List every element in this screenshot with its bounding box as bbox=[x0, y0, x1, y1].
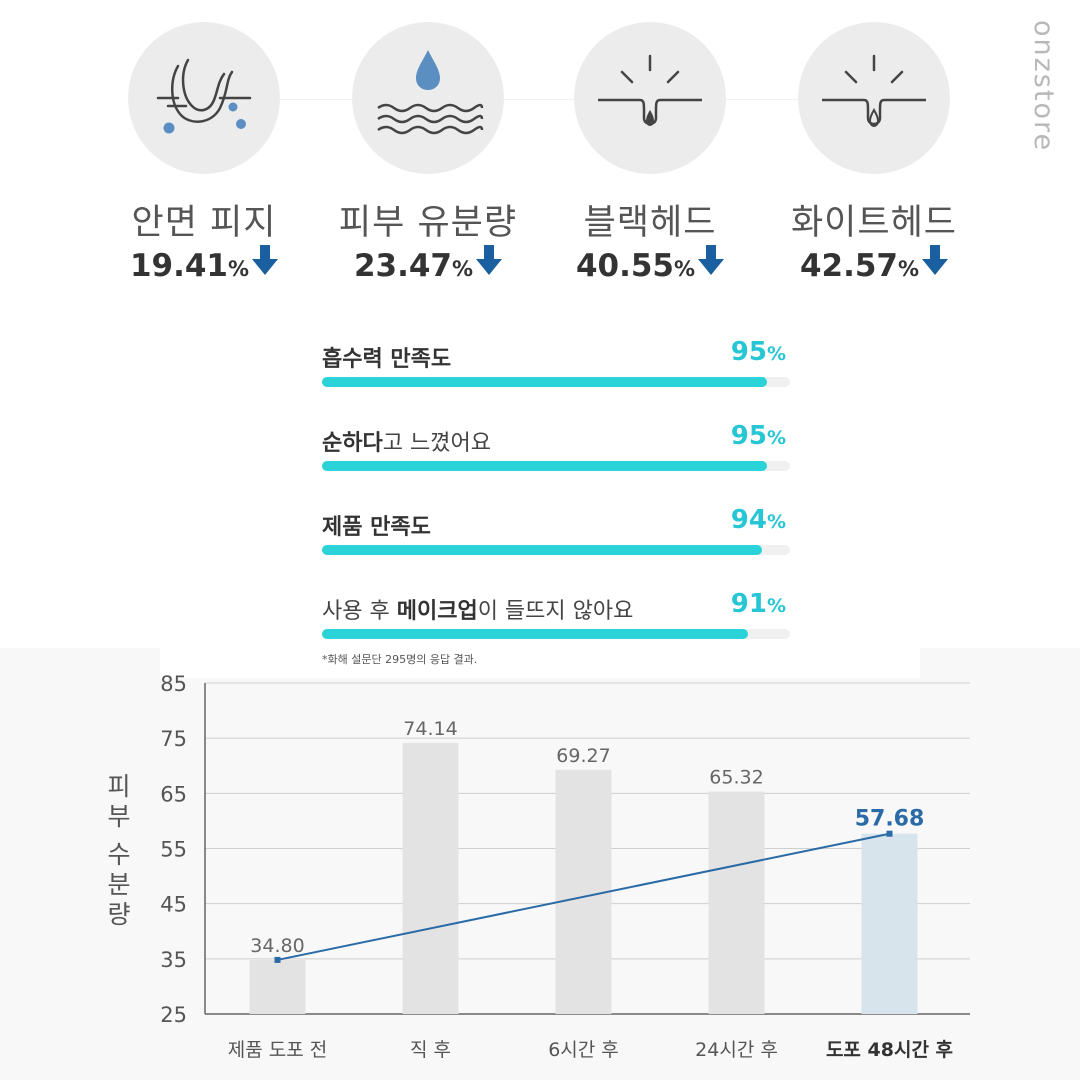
survey-percent-unit: % bbox=[766, 427, 786, 449]
chart-bar bbox=[708, 791, 765, 1014]
survey-label-pre: 사용 후 bbox=[322, 599, 397, 624]
chart-x-tick-label: 도포 48시간 후 bbox=[826, 1039, 953, 1061]
survey-bar-fill bbox=[322, 461, 767, 471]
survey-label: 순하다고 느꼈어요 bbox=[322, 425, 491, 457]
water-drop-waves-icon bbox=[352, 22, 504, 174]
metric-blackhead: 블랙헤드 40.55% bbox=[540, 200, 760, 289]
survey-percent-unit: % bbox=[766, 343, 786, 365]
metric-label: 피부 유분량 bbox=[338, 203, 518, 243]
chart-y-tick-label: 75 bbox=[160, 727, 187, 751]
chart-y-tick-label: 65 bbox=[160, 782, 187, 806]
metric-value: 42.57% bbox=[764, 244, 984, 289]
metric-label: 화이트헤드 bbox=[790, 203, 957, 243]
survey-percent-value: 95 bbox=[730, 421, 767, 451]
metric-whitehead: 화이트헤드 42.57% bbox=[764, 200, 984, 289]
metric-number: 40.55 bbox=[575, 248, 674, 284]
survey-label-rest: 고 느꼈어요 bbox=[382, 431, 491, 456]
survey-label: 흡수력 만족도 bbox=[322, 341, 451, 373]
chart-data-label: 34.80 bbox=[250, 935, 304, 957]
metric-number: 42.57 bbox=[799, 248, 898, 284]
survey-row-gentle: 순하다고 느꼈어요 95% bbox=[322, 421, 790, 471]
metric-number: 23.47 bbox=[353, 248, 452, 284]
chart-y-tick-label: 55 bbox=[160, 838, 187, 862]
pore-whitehead-icon bbox=[798, 22, 950, 174]
pore-sebum-icon bbox=[128, 22, 280, 174]
survey-label-bold: 흡수력 만족도 bbox=[322, 347, 452, 372]
arrow-down-icon bbox=[476, 244, 503, 285]
survey-bar-fill bbox=[322, 629, 748, 639]
survey-bar-fill bbox=[322, 377, 767, 387]
metric-value: 23.47% bbox=[318, 244, 538, 289]
survey-bar-track bbox=[322, 377, 790, 387]
survey-percent: 95% bbox=[731, 337, 786, 367]
survey-bar-fill bbox=[322, 545, 762, 555]
survey-label-rest: 이 들뜨지 않아요 bbox=[477, 599, 634, 624]
survey-percent: 95% bbox=[731, 421, 786, 451]
metric-label: 블랙헤드 bbox=[583, 203, 717, 243]
survey-percent-value: 91 bbox=[730, 589, 767, 619]
survey-percent-value: 95 bbox=[730, 337, 767, 367]
chart-y-tick-label: 45 bbox=[160, 893, 187, 917]
survey-row-absorption: 흡수력 만족도 95% bbox=[322, 337, 790, 387]
metric-number: 19.41 bbox=[129, 248, 228, 284]
chart-data-label: 69.27 bbox=[556, 745, 610, 767]
survey-label-bold: 메이크업 bbox=[396, 599, 478, 624]
pore-blackhead-icon bbox=[574, 22, 726, 174]
chart-y-tick-label: 25 bbox=[160, 1003, 187, 1027]
chart-trend-point bbox=[274, 956, 281, 963]
chart-data-label: 65.32 bbox=[709, 767, 763, 789]
chart-data-label: 57.68 bbox=[855, 807, 925, 832]
survey-bar-track bbox=[322, 629, 790, 639]
metric-value: 19.41% bbox=[94, 244, 314, 289]
metric-unit: % bbox=[674, 257, 696, 281]
survey-label-bold: 순하다 bbox=[322, 431, 383, 456]
chart-bar bbox=[555, 769, 612, 1014]
metric-unit: % bbox=[228, 257, 250, 281]
survey-percent-unit: % bbox=[766, 511, 786, 533]
chart-y-axis-label-char: 부 bbox=[107, 802, 131, 831]
metric-sebum: 안면 피지 19.41% bbox=[94, 200, 314, 289]
metric-label: 안면 피지 bbox=[131, 203, 277, 243]
chart-y-axis-label-char: 분 bbox=[107, 870, 131, 899]
chart-y-axis-label-char: 수 bbox=[107, 840, 131, 869]
survey-percent: 94% bbox=[731, 505, 786, 535]
chart-trend-point bbox=[886, 830, 893, 837]
survey-label: 사용 후 메이크업이 들뜨지 않아요 bbox=[322, 593, 633, 625]
footnote-card bbox=[160, 648, 920, 678]
metric-unit: % bbox=[452, 257, 474, 281]
survey-label-bold: 제품 만족도 bbox=[322, 515, 431, 540]
chart-trend-line bbox=[277, 832, 890, 961]
survey-row-makeup: 사용 후 메이크업이 들뜨지 않아요 91% bbox=[322, 589, 790, 639]
chart-y-tick-label: 35 bbox=[160, 948, 187, 972]
survey-bar-track bbox=[322, 461, 790, 471]
chart-x-tick-label: 6시간 후 bbox=[548, 1039, 619, 1061]
metric-oil: 피부 유분량 23.47% bbox=[318, 200, 538, 289]
chart-x-tick-label: 24시간 후 bbox=[695, 1039, 778, 1061]
survey-row-product: 제품 만족도 94% bbox=[322, 505, 790, 555]
arrow-down-icon bbox=[698, 244, 725, 285]
survey-percent-value: 94 bbox=[730, 505, 767, 535]
arrow-down-icon bbox=[252, 244, 279, 285]
metric-value: 40.55% bbox=[540, 244, 760, 289]
icon-connector-line bbox=[200, 99, 900, 100]
chart-y-axis-label-char: 피 bbox=[107, 772, 131, 801]
survey-percent-unit: % bbox=[766, 595, 786, 617]
survey-bar-track bbox=[322, 545, 790, 555]
chart-y-axis-label-char: 량 bbox=[107, 900, 131, 929]
chart-bar bbox=[249, 959, 306, 1014]
survey-footnote: *화해 설문단 295명의 응답 결과. bbox=[322, 653, 478, 666]
chart-bar bbox=[402, 742, 459, 1014]
survey-label: 제품 만족도 bbox=[322, 509, 431, 541]
chart-y-tick-label: 85 bbox=[160, 672, 187, 696]
chart-data-label: 74.14 bbox=[403, 718, 457, 740]
arrow-down-icon bbox=[922, 244, 949, 285]
chart-x-tick-label: 제품 도포 전 bbox=[228, 1039, 327, 1061]
survey-percent: 91% bbox=[731, 589, 786, 619]
metric-unit: % bbox=[898, 257, 920, 281]
brand-watermark: onzstore bbox=[1028, 20, 1059, 153]
chart-bar bbox=[861, 833, 918, 1014]
chart-x-tick-label: 직 후 bbox=[410, 1039, 451, 1061]
